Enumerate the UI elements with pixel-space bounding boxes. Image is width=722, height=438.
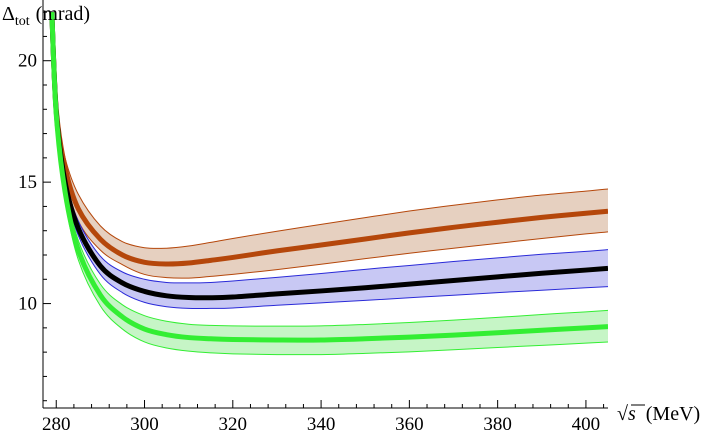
x-tick-label: 340 xyxy=(307,414,336,435)
x-axis-label: √s (MeV) xyxy=(617,403,700,425)
x-tick-label: 300 xyxy=(130,414,159,435)
y-tick-label: 15 xyxy=(18,172,37,193)
series-lines xyxy=(49,12,608,343)
band-upper-2 xyxy=(51,12,608,327)
x-tick-label: 320 xyxy=(219,414,248,435)
band-upper-1 xyxy=(51,12,608,284)
series-line-2 xyxy=(49,12,608,343)
band-fill-1 xyxy=(51,12,608,309)
y-tick-label: 20 xyxy=(18,51,37,72)
x-tick-label: 400 xyxy=(572,414,601,435)
x-tick-label: 360 xyxy=(395,414,424,435)
x-axis-label-main: √s xyxy=(617,403,636,425)
axes xyxy=(42,0,608,409)
x-tick-label: 280 xyxy=(42,414,71,435)
y-axis-label-main: Δ xyxy=(2,3,15,25)
series-line-0 xyxy=(49,12,608,267)
x-axis-label-units: (MeV) xyxy=(646,403,700,425)
x-tick-label: 380 xyxy=(483,414,512,435)
y-tick-label: 10 xyxy=(18,294,37,315)
band-fill-2 xyxy=(51,12,608,355)
ticks xyxy=(43,11,605,408)
tick-labels: 280 300 320 340 360 380 400 10 15 20 xyxy=(18,51,600,435)
y-axis-label: Δtot (mrad) xyxy=(2,3,90,29)
y-axis-label-sub: tot xyxy=(15,14,30,29)
band-upper-0 xyxy=(51,12,608,249)
band-lower-1 xyxy=(51,12,608,310)
band-fill-0 xyxy=(51,12,608,279)
y-axis-label-units: (mrad) xyxy=(36,3,90,25)
band-lower-2 xyxy=(51,12,608,356)
series-line-1 xyxy=(49,12,608,301)
uncertainty-bands xyxy=(51,12,608,356)
